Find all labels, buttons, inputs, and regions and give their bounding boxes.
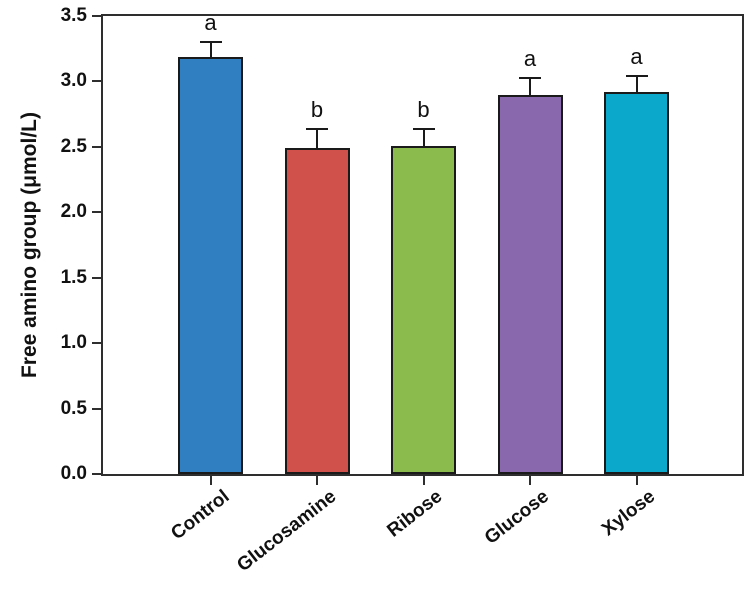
y-tick-mark	[92, 276, 101, 279]
error-bar-stem	[529, 77, 531, 95]
x-tick-mark	[209, 476, 212, 485]
significance-letter: a	[630, 44, 643, 70]
y-tick-label: 1.0	[60, 332, 87, 354]
bar-glucosamine	[284, 148, 350, 474]
error-bar-cap	[306, 127, 328, 130]
error-bar-stem	[316, 128, 318, 149]
error-bar-stem	[209, 42, 212, 57]
error-bar-cap	[519, 76, 541, 79]
y-tick-label: 2.5	[60, 135, 87, 157]
significance-letter: b	[417, 96, 430, 122]
error-bar-stem	[422, 128, 425, 146]
y-tick-mark	[92, 15, 101, 17]
y-tick-label: 1.5	[60, 266, 87, 288]
y-tick-mark	[92, 473, 101, 475]
x-axis-label-control: Control	[167, 486, 234, 545]
significance-letter: a	[204, 10, 217, 36]
x-axis-label-ribose: Ribose	[383, 486, 447, 542]
y-tick-label: 0.5	[60, 397, 87, 419]
x-tick-mark	[635, 476, 638, 485]
plot-area: a b b a a	[103, 11, 742, 474]
bar-ribose	[391, 145, 456, 474]
significance-letter: b	[310, 96, 324, 122]
y-tick-label: 3.5	[60, 5, 87, 26]
x-tick-mark	[422, 476, 425, 485]
y-tick-mark	[92, 342, 101, 345]
y-tick-label: 3.0	[60, 70, 87, 92]
bar-xylose	[604, 91, 669, 474]
error-bar-cap	[625, 75, 648, 78]
y-tick-mark	[92, 211, 101, 214]
error-bar-cap	[412, 127, 435, 130]
y-tick-mark	[92, 80, 101, 83]
y-tick-label: 0.0	[60, 463, 87, 484]
x-axis-label-glucose: Glucose	[480, 486, 553, 549]
bar-glucose	[497, 94, 563, 474]
x-tick-mark	[316, 476, 318, 485]
x-tick-mark	[529, 476, 531, 485]
x-axis-label-glucosamine: Glucosamine	[232, 486, 340, 577]
bar-control	[178, 56, 243, 474]
error-bar-cap	[199, 41, 222, 44]
error-bar-stem	[635, 76, 638, 92]
y-tick-label: 2.0	[60, 201, 87, 223]
y-tick-mark	[92, 407, 101, 410]
x-axis-label-xylose: Xylose	[598, 486, 660, 541]
significance-letter: a	[523, 45, 537, 71]
y-tick-mark	[92, 145, 101, 148]
